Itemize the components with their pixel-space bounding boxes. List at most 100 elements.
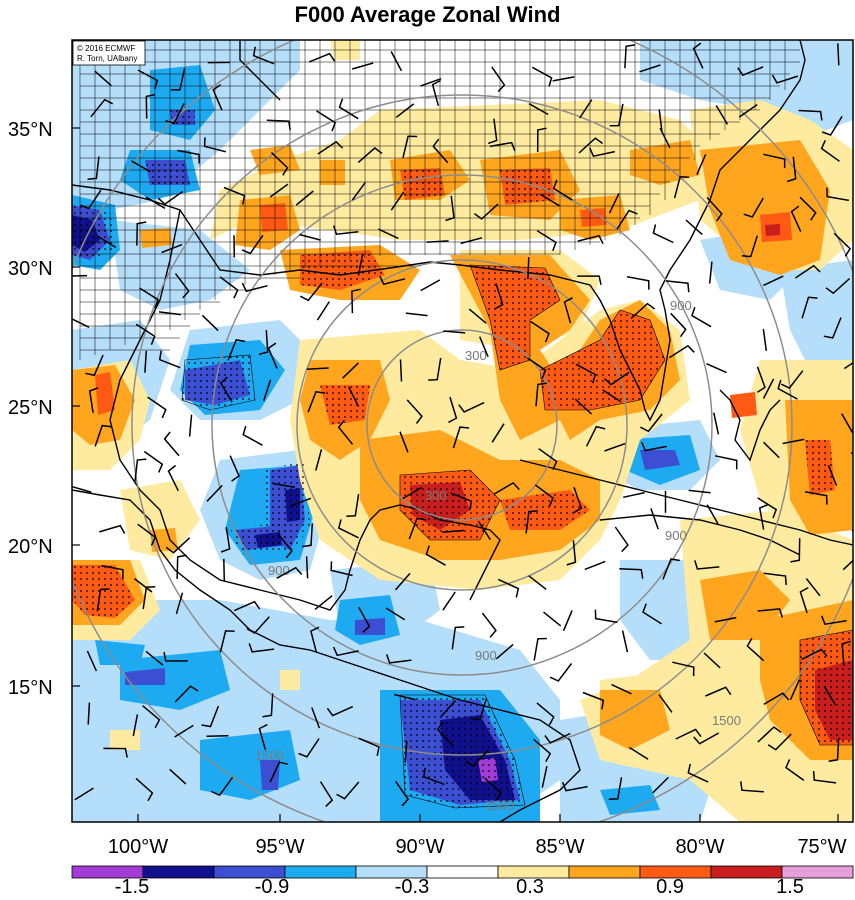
wind-barb <box>316 110 337 132</box>
wind-barb <box>258 723 268 751</box>
wind-barb <box>137 523 157 546</box>
wind-barb <box>351 62 374 70</box>
wind-barb <box>266 119 291 131</box>
wind-barb <box>431 79 441 106</box>
wind-barb <box>290 497 312 507</box>
wind-barb <box>248 643 275 653</box>
wind-barb <box>743 197 764 218</box>
wind-barb <box>346 493 360 518</box>
wind-barb <box>310 626 320 653</box>
wind-barb <box>422 767 445 786</box>
wind-barb <box>737 66 764 77</box>
wind-barb <box>790 205 802 232</box>
wind-barb <box>87 702 91 725</box>
wind-barb <box>460 237 483 245</box>
wind-barb <box>175 592 184 615</box>
wind-barb <box>585 425 606 447</box>
wind-barb <box>158 350 181 369</box>
wind-barb <box>544 732 571 744</box>
wind-barb <box>703 652 721 669</box>
lat-label: 15°N <box>8 677 53 699</box>
wind-barb <box>139 287 160 309</box>
wind-barb <box>357 147 383 163</box>
wind-barb <box>804 491 828 505</box>
wind-barb <box>786 156 797 183</box>
wind-barb <box>494 283 504 310</box>
wind-barb <box>487 118 498 145</box>
wind-barb <box>799 586 809 614</box>
wind-barb <box>691 306 712 328</box>
wind-barb <box>262 379 272 402</box>
wind-barb <box>436 721 454 746</box>
wind-barb <box>137 69 159 90</box>
wind-barb <box>561 782 588 792</box>
wind-barb <box>203 137 227 153</box>
wind-barb <box>641 441 667 452</box>
lon-label: 90°W <box>395 836 444 858</box>
wind-barb <box>299 282 323 302</box>
wind-barb <box>142 585 156 610</box>
wind-barb <box>479 336 489 358</box>
wind-barb <box>420 77 442 87</box>
wind-barb <box>211 776 234 797</box>
wind-barb <box>675 728 702 740</box>
wind-barb <box>820 139 840 162</box>
wind-barb <box>738 103 758 118</box>
wind-barb <box>393 693 416 701</box>
wind-barb <box>174 273 190 299</box>
ring-label: 1500 <box>485 798 514 813</box>
wind-barb <box>672 661 695 677</box>
wind-barb <box>201 705 220 728</box>
wind-barb <box>458 401 485 413</box>
lat-label: 20°N <box>8 536 53 558</box>
ring-label: 300 <box>465 348 487 363</box>
wind-barb <box>99 524 126 534</box>
wind-barb <box>757 608 784 618</box>
wind-barb <box>188 414 193 437</box>
wind-barb <box>306 367 329 370</box>
wind-barb <box>762 329 768 351</box>
wind-barb <box>746 637 765 662</box>
wind-barb <box>619 567 644 579</box>
wind-barb <box>489 141 516 152</box>
wind-barb <box>269 761 289 783</box>
wind-barb <box>468 308 487 324</box>
wind-barb <box>552 76 575 82</box>
wind-barb <box>351 288 361 314</box>
wind-barb <box>662 558 680 580</box>
wind-barb <box>161 243 183 254</box>
wind-barb <box>445 195 455 222</box>
wind-barb <box>577 234 604 245</box>
wind-barb <box>842 559 853 571</box>
colorbar-labels: -1.5 -0.9 -0.3 0.3 0.9 1.5 <box>115 876 804 898</box>
wind-barb <box>714 616 737 623</box>
wind-barb <box>687 763 709 783</box>
wind-barb <box>165 103 185 124</box>
wind-barb <box>246 616 270 635</box>
colorbar-label: 0.3 <box>516 876 544 898</box>
wind-barb <box>229 455 240 482</box>
wind-barb <box>143 450 164 473</box>
wind-barb <box>642 603 663 625</box>
ring-label: 1500 <box>255 748 284 763</box>
wind-barb <box>652 224 674 244</box>
wind-barb <box>640 413 663 433</box>
wind-barb <box>420 279 441 292</box>
wind-barb <box>483 777 502 801</box>
wind-barb <box>405 312 428 317</box>
wind-barb <box>390 191 405 211</box>
lat-label: 35°N <box>8 119 53 141</box>
wind-barb <box>358 737 380 756</box>
wind-barb <box>307 390 326 413</box>
lon-label: 75°W <box>797 836 846 858</box>
wind-barb <box>337 519 359 539</box>
wind-barb <box>85 354 104 377</box>
colorbar-label: -0.3 <box>395 876 429 898</box>
wind-barb <box>177 149 200 164</box>
wind-barb <box>94 70 112 87</box>
wind-barb <box>426 240 449 243</box>
wind-barb <box>314 595 333 610</box>
wind-barb <box>145 93 156 119</box>
plot-frame <box>71 39 854 823</box>
wind-barb <box>790 538 801 563</box>
